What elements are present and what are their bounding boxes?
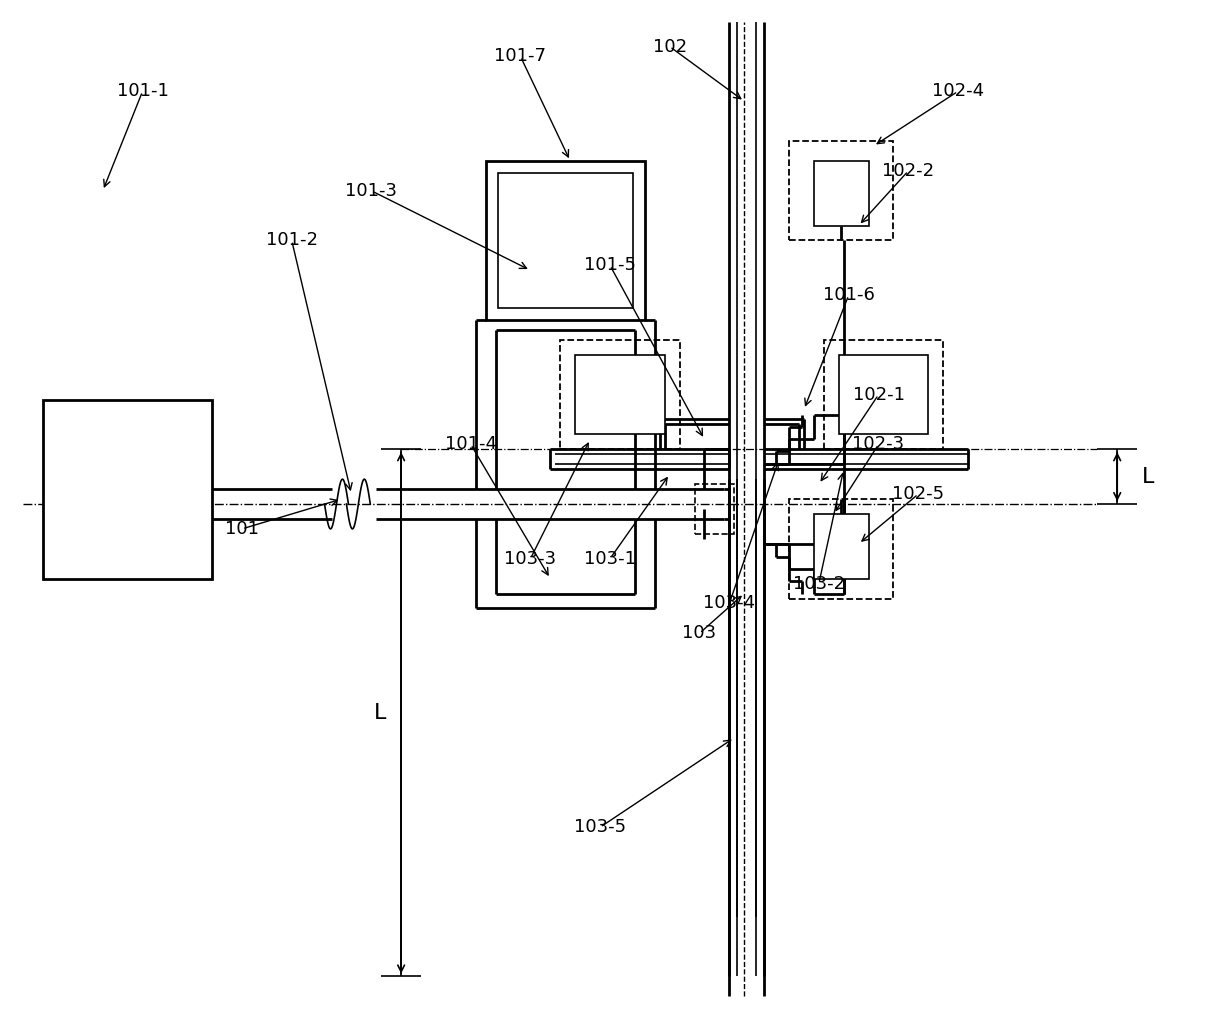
Bar [839, 355, 929, 434]
Bar [486, 161, 645, 320]
Text: 101-6: 101-6 [823, 286, 875, 305]
Text: 103: 103 [683, 625, 717, 642]
Bar [814, 514, 869, 579]
Text: 102-5: 102-5 [892, 485, 944, 503]
Text: 101: 101 [225, 520, 259, 538]
Text: L: L [374, 703, 386, 722]
Bar [43, 399, 212, 579]
Text: 103-5: 103-5 [574, 818, 626, 837]
Text: 102-4: 102-4 [932, 83, 985, 100]
Text: 102-1: 102-1 [853, 385, 904, 404]
Bar [789, 141, 893, 240]
Bar [498, 173, 633, 308]
Text: 102-2: 102-2 [882, 162, 935, 180]
Bar [789, 499, 893, 598]
Text: 101-1: 101-1 [117, 83, 168, 100]
Text: 102: 102 [652, 38, 686, 56]
Bar [560, 340, 679, 449]
Text: 103-4: 103-4 [703, 594, 756, 612]
Bar [576, 355, 664, 434]
Bar [824, 340, 943, 449]
Text: 101-5: 101-5 [584, 257, 636, 274]
Text: 101-3: 101-3 [346, 181, 397, 200]
Bar [814, 161, 869, 225]
Text: 103-2: 103-2 [792, 575, 845, 593]
Text: 103-3: 103-3 [504, 549, 556, 568]
Bar [695, 484, 734, 534]
Text: 102-3: 102-3 [852, 435, 904, 453]
Text: 101-4: 101-4 [444, 435, 497, 453]
Text: L: L [1142, 467, 1155, 487]
Text: 101-7: 101-7 [494, 48, 546, 65]
Text: 103-1: 103-1 [584, 549, 636, 568]
Text: 101-2: 101-2 [265, 231, 318, 250]
